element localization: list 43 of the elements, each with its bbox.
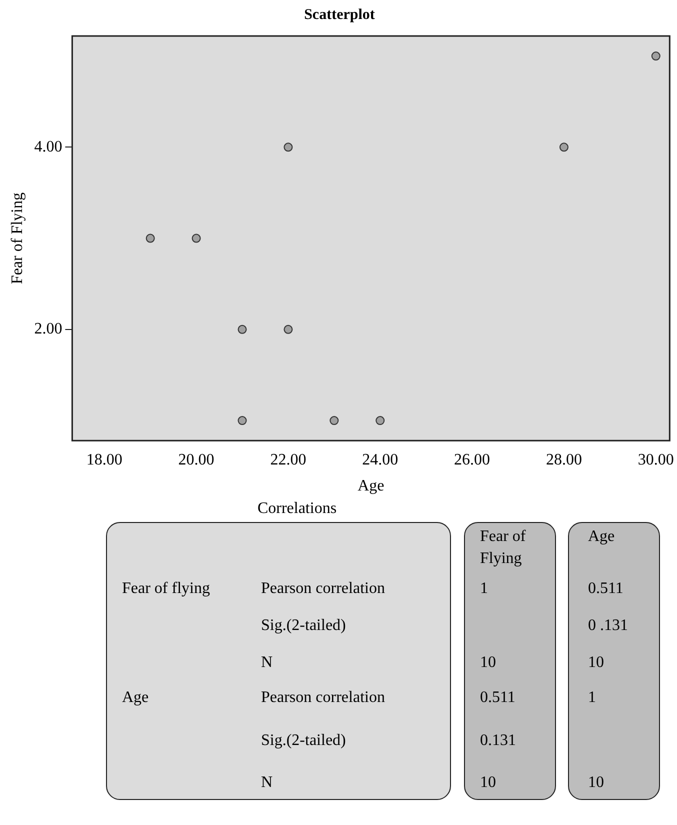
text: 10 [480, 773, 497, 793]
x-tick-label: 28.00 [546, 451, 582, 468]
text: N [261, 773, 274, 793]
point [284, 324, 293, 334]
text: N [261, 653, 274, 673]
text: Sig.(2-tailed) [261, 616, 347, 636]
text: Pearson correlation [261, 579, 386, 599]
text: Correlations [256, 500, 338, 518]
x-tick-label: 20.00 [178, 451, 214, 468]
text: Age [588, 527, 616, 547]
x-tick-label: 30.00 [638, 451, 674, 468]
text: 0.131 [480, 731, 517, 751]
text: Fear of flying [122, 580, 210, 597]
point [330, 416, 339, 426]
point [651, 52, 660, 61]
text: Pearson correlation [261, 688, 386, 708]
point [284, 142, 293, 152]
y-tick-label: 4.00 [34, 138, 62, 156]
text: 1 [588, 688, 597, 708]
text: Sig.(2-tailed) [261, 731, 347, 751]
x-tick-label: 24.00 [362, 451, 398, 468]
point [238, 324, 247, 334]
x-axis-title: Age [358, 478, 384, 495]
text: Age [122, 689, 149, 706]
x-tick-label: 26.00 [454, 451, 490, 468]
text: 0.511 [480, 688, 516, 708]
x-tick-label: 22.00 [270, 451, 306, 468]
text: 0 .131 [588, 616, 629, 636]
chart-title: Scatterplot [304, 6, 375, 23]
point [559, 142, 568, 152]
point [146, 234, 155, 243]
text: Fear of Flying [480, 527, 527, 569]
text: 10 [480, 653, 497, 673]
point [376, 416, 385, 426]
text: 1 [480, 579, 489, 599]
y-tick-label: 2.00 [34, 320, 62, 338]
x-tick-label: 18.00 [86, 451, 122, 468]
text: 10 [588, 653, 605, 673]
point [192, 234, 201, 243]
text: 0.511 [588, 579, 624, 599]
text: 10 [588, 773, 605, 793]
y-axis-title: Fear of Flying [8, 192, 26, 284]
point [238, 416, 247, 426]
